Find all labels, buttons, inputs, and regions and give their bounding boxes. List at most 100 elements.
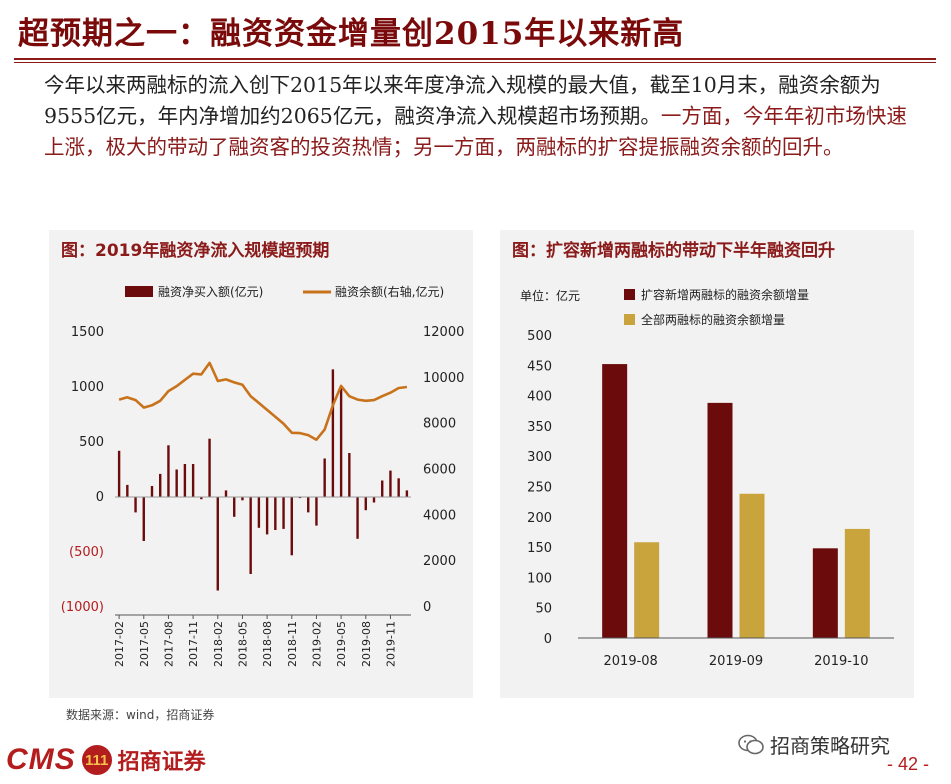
x-axis-category-label: 2019-09 bbox=[709, 654, 763, 669]
x-axis-tick-label: 2019-05 bbox=[335, 621, 348, 667]
cms-logo: CMS 111 招商证券 bbox=[6, 742, 206, 778]
legend-label-net-buy: 融资净买入额(亿元) bbox=[158, 284, 263, 299]
balance-line bbox=[118, 361, 408, 441]
net-buy-bar bbox=[331, 369, 335, 497]
net-buy-bar bbox=[364, 497, 367, 511]
right-axis-tick-label: 12000 bbox=[423, 325, 464, 340]
summary-text-highlight: 一方面，今年年初市场快速上涨，极大的带动了融资客的投资热情；另一方面，两融标的扩… bbox=[44, 104, 907, 159]
y-axis-tick-label: 350 bbox=[527, 420, 552, 435]
net-buy-bar bbox=[348, 453, 351, 497]
left-axis-tick-label: 1000 bbox=[71, 380, 104, 395]
wechat-icon bbox=[738, 734, 764, 754]
title-rule bbox=[14, 58, 936, 60]
left-axis-tick-label: 500 bbox=[79, 435, 104, 450]
y-axis-tick-label: 500 bbox=[527, 329, 552, 344]
net-buy-bar bbox=[191, 464, 195, 497]
new-targets-bar bbox=[812, 548, 838, 638]
net-buy-bar bbox=[216, 497, 219, 591]
right-axis-tick-label: 6000 bbox=[423, 463, 456, 478]
logo-company-name: 招商证券 bbox=[117, 750, 206, 775]
net-buy-bar bbox=[183, 464, 187, 497]
y-axis-tick-label: 100 bbox=[527, 571, 552, 586]
page-title: 超预期之一：融资资金增量创2015年以来新高 bbox=[18, 16, 685, 52]
y-axis-tick-label: 200 bbox=[527, 511, 552, 526]
net-buy-bar bbox=[298, 497, 302, 499]
net-buy-bar bbox=[167, 445, 170, 497]
y-axis-tick-label: 50 bbox=[535, 602, 552, 617]
right-chart-title: 图：扩容新增两融标的带动下半年融资回升 bbox=[512, 241, 835, 261]
summary-text-plain: 今年以来两融标的流入创下2015年以来年度净流入规模的最大值，截至10月末，融资… bbox=[44, 73, 881, 128]
right-axis-tick-label: 2000 bbox=[423, 554, 456, 569]
y-axis-tick-label: 0 bbox=[544, 632, 552, 647]
x-axis-category-label: 2019-10 bbox=[814, 654, 868, 669]
x-axis-tick-label: 2019-02 bbox=[310, 621, 323, 667]
x-axis-tick-label: 2017-08 bbox=[162, 621, 175, 667]
net-buy-bar bbox=[208, 438, 211, 497]
right-axis-tick-label: 0 bbox=[423, 600, 431, 615]
net-buy-bar bbox=[142, 497, 145, 541]
data-source: 数据来源：wind，招商证券 bbox=[66, 708, 215, 722]
net-buy-bar bbox=[372, 497, 376, 503]
left-chart: 融资净买入额(亿元) 融资余额(右轴,亿元) 1500 1000 500 0 (500) (1… bbox=[61, 284, 465, 667]
net-buy-bar bbox=[159, 473, 162, 497]
net-buy-bar bbox=[150, 486, 154, 497]
net-buy-bar bbox=[274, 497, 277, 530]
legend-label-balance: 融资余额(右轴,亿元) bbox=[335, 284, 444, 299]
net-buy-bar bbox=[200, 497, 203, 500]
right-axis-tick-label: 10000 bbox=[423, 371, 464, 386]
all-targets-bar bbox=[739, 493, 765, 638]
right-axis-tick-label: 8000 bbox=[423, 417, 456, 432]
x-axis-tick-label: 2018-02 bbox=[212, 621, 225, 667]
left-axis-tick-label: (1000) bbox=[61, 600, 104, 615]
x-axis-category-label: 2019-08 bbox=[604, 654, 658, 669]
wechat-account: 招商策略研究 bbox=[738, 730, 890, 759]
net-buy-bar bbox=[224, 490, 228, 497]
title-rule-thin bbox=[14, 62, 936, 63]
x-axis-tick-label: 2019-11 bbox=[384, 621, 397, 667]
left-chart-panel: 图：2019年融资净流入规模超预期 融资净买入额(亿元) 融资余额(右轴,亿元) 1… bbox=[49, 230, 473, 698]
y-axis-tick-label: 150 bbox=[527, 541, 552, 556]
net-buy-bar bbox=[233, 497, 236, 517]
right-chart-panel: 图：扩容新增两融标的带动下半年融资回升 单位：亿元 扩容新增两融标的融资余额增量全… bbox=[500, 230, 914, 698]
x-axis-tick-label: 2018-08 bbox=[261, 621, 274, 667]
x-axis-tick-label: 2018-11 bbox=[286, 621, 299, 667]
new-targets-bar bbox=[602, 364, 628, 638]
net-buy-bar bbox=[126, 484, 129, 497]
left-chart-title: 图：2019年融资净流入规模超预期 bbox=[61, 241, 330, 261]
net-buy-bar bbox=[397, 478, 400, 497]
y-axis-tick-label: 250 bbox=[527, 481, 552, 496]
y-axis-tick-label: 450 bbox=[527, 359, 552, 374]
x-axis-tick-label: 2017-11 bbox=[187, 621, 200, 667]
net-buy-bar bbox=[323, 458, 326, 497]
y-axis-tick-label: 400 bbox=[527, 390, 552, 405]
net-buy-bar bbox=[257, 497, 261, 528]
legend-swatch-net-buy bbox=[125, 286, 153, 297]
net-buy-bar bbox=[339, 387, 343, 497]
legend-label-all-targets: 全部两融标的融资余额增量 bbox=[641, 312, 785, 327]
all-targets-bar bbox=[844, 528, 870, 638]
x-axis-tick-label: 2017-02 bbox=[113, 621, 126, 667]
summary-paragraph: 今年以来两融标的流入创下2015年以来年度净流入规模的最大值，截至10月末，融资… bbox=[44, 70, 916, 163]
net-buy-bar bbox=[134, 497, 137, 513]
net-buy-bar bbox=[315, 497, 318, 526]
net-buy-bar bbox=[307, 497, 310, 513]
wechat-account-name: 招商策略研究 bbox=[770, 734, 890, 758]
net-buy-bar bbox=[175, 469, 178, 497]
net-buy-bar bbox=[117, 450, 121, 497]
x-axis-tick-label: 2019-08 bbox=[360, 621, 373, 667]
net-buy-bar bbox=[282, 497, 285, 529]
x-axis-tick-label: 2018-05 bbox=[236, 621, 249, 667]
logo-badge-icon: 111 bbox=[81, 745, 112, 775]
right-axis-tick-label: 4000 bbox=[423, 508, 456, 523]
net-buy-bar bbox=[241, 497, 244, 501]
net-buy-bar bbox=[290, 497, 293, 556]
net-buy-bar bbox=[389, 470, 392, 497]
new-targets-bar bbox=[707, 402, 733, 638]
right-chart: 单位：亿元 扩容新增两融标的融资余额增量全部两融标的融资余额增量500450400… bbox=[520, 287, 894, 669]
left-axis-tick-label: 1500 bbox=[71, 325, 104, 340]
y-axis-tick-label: 300 bbox=[527, 450, 552, 465]
left-axis-tick-label: (500) bbox=[69, 545, 104, 560]
page-number: - 42 - bbox=[886, 754, 929, 774]
net-buy-bar bbox=[249, 497, 252, 574]
all-targets-bar bbox=[634, 542, 660, 638]
